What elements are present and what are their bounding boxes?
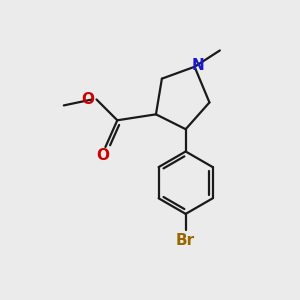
Text: Br: Br [176,233,195,248]
Text: N: N [192,58,205,73]
Text: O: O [82,92,95,107]
Text: O: O [96,148,109,163]
